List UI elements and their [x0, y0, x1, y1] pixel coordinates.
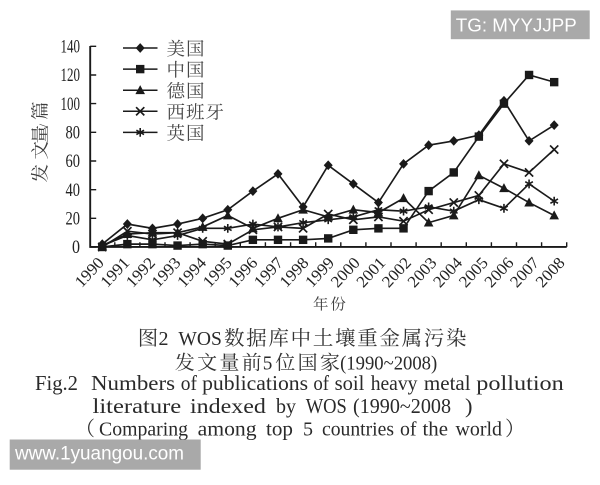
svg-text:soil: soil: [335, 371, 365, 395]
svg-text:140: 140: [61, 37, 81, 58]
svg-text:WOS: WOS: [306, 394, 347, 418]
svg-text:120: 120: [61, 65, 81, 86]
svg-text:(1990~2008): (1990~2008): [340, 353, 437, 375]
svg-text:world: world: [456, 419, 503, 441]
svg-text:Fig.2: Fig.2: [35, 371, 78, 395]
svg-text:(1990~2008: (1990~2008: [353, 394, 451, 418]
svg-text:literature: literature: [93, 394, 182, 418]
svg-text:Comparing: Comparing: [99, 419, 188, 441]
svg-text:5: 5: [263, 353, 273, 375]
svg-text:100: 100: [61, 94, 81, 115]
svg-text:2: 2: [159, 328, 169, 350]
svg-text:by: by: [276, 394, 296, 418]
svg-text:): ): [465, 394, 473, 418]
svg-text:WOS: WOS: [178, 328, 222, 350]
svg-text:TG: MYYJJPP: TG: MYYJJPP: [456, 15, 577, 36]
svg-text:20: 20: [66, 209, 81, 230]
svg-text:metal: metal: [424, 371, 471, 395]
svg-text:the: the: [423, 419, 449, 441]
svg-text:top: top: [266, 419, 293, 441]
svg-text:among: among: [198, 419, 257, 441]
svg-text:countries: countries: [322, 419, 394, 441]
svg-text:indexed: indexed: [190, 394, 266, 418]
svg-text:/: /: [36, 124, 51, 128]
svg-text:60: 60: [66, 151, 81, 172]
svg-text:publications: publications: [202, 371, 308, 395]
svg-text:5: 5: [303, 419, 313, 441]
svg-text:of: of: [313, 371, 329, 395]
svg-text:www.1yuangou.com: www.1yuangou.com: [14, 443, 184, 465]
svg-text:pollution: pollution: [476, 371, 564, 395]
svg-text:40: 40: [66, 180, 81, 201]
svg-text:0: 0: [72, 237, 80, 258]
svg-text:Numbers: Numbers: [91, 371, 175, 395]
svg-text:80: 80: [66, 123, 81, 144]
svg-text:of: of: [400, 419, 417, 441]
svg-text:heavy: heavy: [371, 371, 418, 395]
svg-text:of: of: [181, 371, 197, 395]
